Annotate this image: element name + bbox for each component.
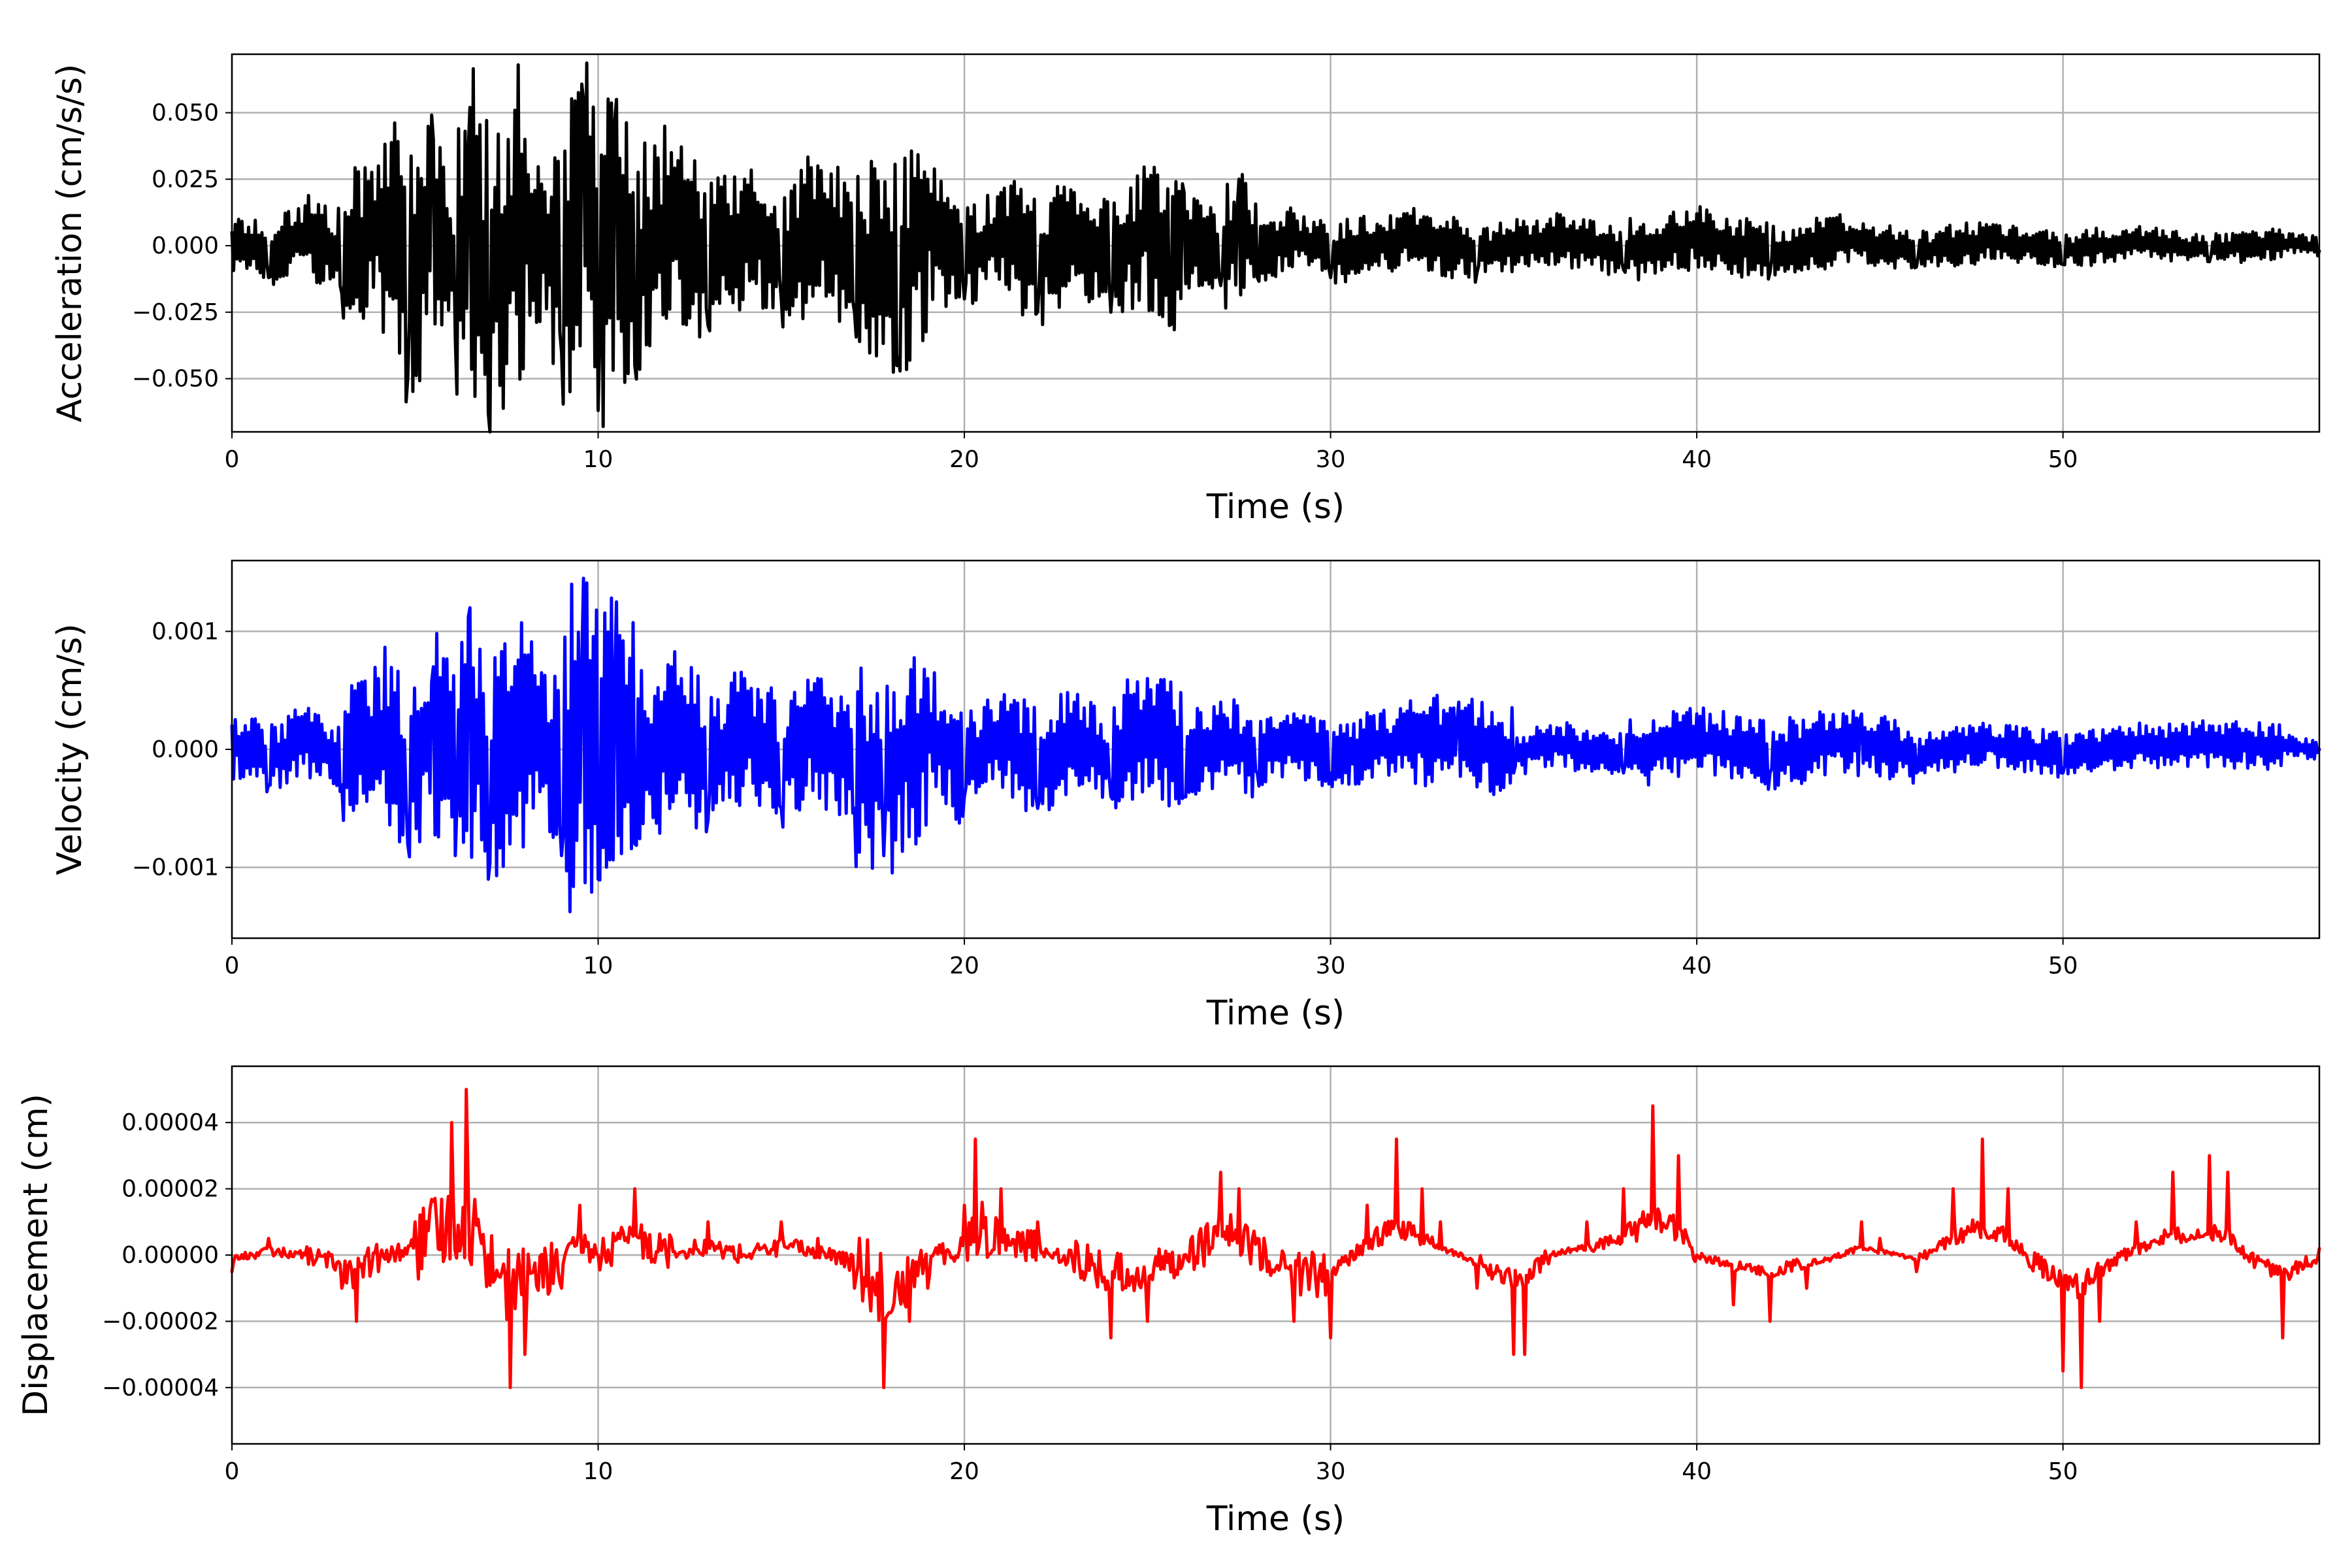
acceleration-xtick-label: 40 — [1682, 446, 1712, 473]
acceleration-xtick-label: 20 — [949, 446, 979, 473]
velocity-y-axis-label: Velocity (cm/s) — [50, 624, 90, 875]
displacement-ytick-label: 0.00004 — [122, 1109, 219, 1136]
velocity-xtick-label: 50 — [2048, 953, 2078, 979]
acceleration-ytick-label: −0.050 — [132, 366, 219, 393]
acceleration-y-axis-label: Acceleration (cm/s/s) — [50, 64, 90, 423]
velocity-xtick-label: 0 — [225, 953, 240, 979]
displacement-series-line — [230, 1088, 2321, 1390]
displacement-ytick-label: −0.00002 — [102, 1308, 219, 1335]
displacement-xtick-label: 10 — [583, 1458, 613, 1485]
acceleration-x-axis-label: Time (s) — [1206, 487, 1345, 527]
displacement-xtick-label: 40 — [1682, 1458, 1712, 1485]
velocity-xtick-label: 30 — [1316, 953, 1346, 979]
displacement-panel: 0 10 20 30 40 50 −0.00004 −0.00002 0.00000 0.0000… — [16, 1065, 2321, 1539]
acceleration-xtick-label: 30 — [1316, 446, 1346, 473]
displacement-xtick-label: 0 — [225, 1458, 240, 1485]
velocity-xtick-label: 20 — [949, 953, 979, 979]
velocity-ytick-label: 0.000 — [152, 736, 219, 763]
velocity-series-line — [230, 576, 2321, 913]
displacement-ytick-label: −0.00004 — [102, 1375, 219, 1401]
velocity-ytick-label: 0.001 — [152, 618, 219, 645]
acceleration-ytick-label: −0.025 — [132, 299, 219, 326]
acceleration-xtick-label: 50 — [2048, 446, 2078, 473]
acceleration-xtick-label: 0 — [225, 446, 240, 473]
velocity-panel: 0 10 20 30 40 50 −0.001 0.000 0.001 Time (s) Veloc… — [50, 559, 2321, 1033]
acceleration-ytick-label: 0.050 — [152, 100, 219, 127]
displacement-x-axis-label: Time (s) — [1206, 1499, 1345, 1539]
acceleration-panel: 0 10 20 30 40 50 −0.050 −0.025 0.000 0.025 0.050 Ti… — [50, 53, 2321, 527]
acceleration-ytick-label: 0.025 — [152, 166, 219, 193]
acceleration-ytick-label: 0.000 — [152, 233, 219, 259]
acceleration-plot-frame — [231, 53, 2321, 433]
acceleration-xtick-label: 10 — [583, 446, 613, 473]
velocity-x-axis-label: Time (s) — [1206, 994, 1345, 1033]
velocity-xtick-label: 40 — [1682, 953, 1712, 979]
acceleration-series-line — [230, 61, 2321, 434]
displacement-xtick-label: 20 — [949, 1458, 979, 1485]
velocity-ytick-label: −0.001 — [132, 855, 219, 881]
displacement-xtick-label: 50 — [2048, 1458, 2078, 1485]
displacement-ytick-label: 0.00000 — [122, 1242, 219, 1269]
displacement-xtick-label: 30 — [1316, 1458, 1346, 1485]
displacement-y-axis-label: Displacement (cm) — [16, 1094, 56, 1416]
velocity-xtick-label: 10 — [583, 953, 613, 979]
displacement-ytick-label: 0.00002 — [122, 1176, 219, 1203]
